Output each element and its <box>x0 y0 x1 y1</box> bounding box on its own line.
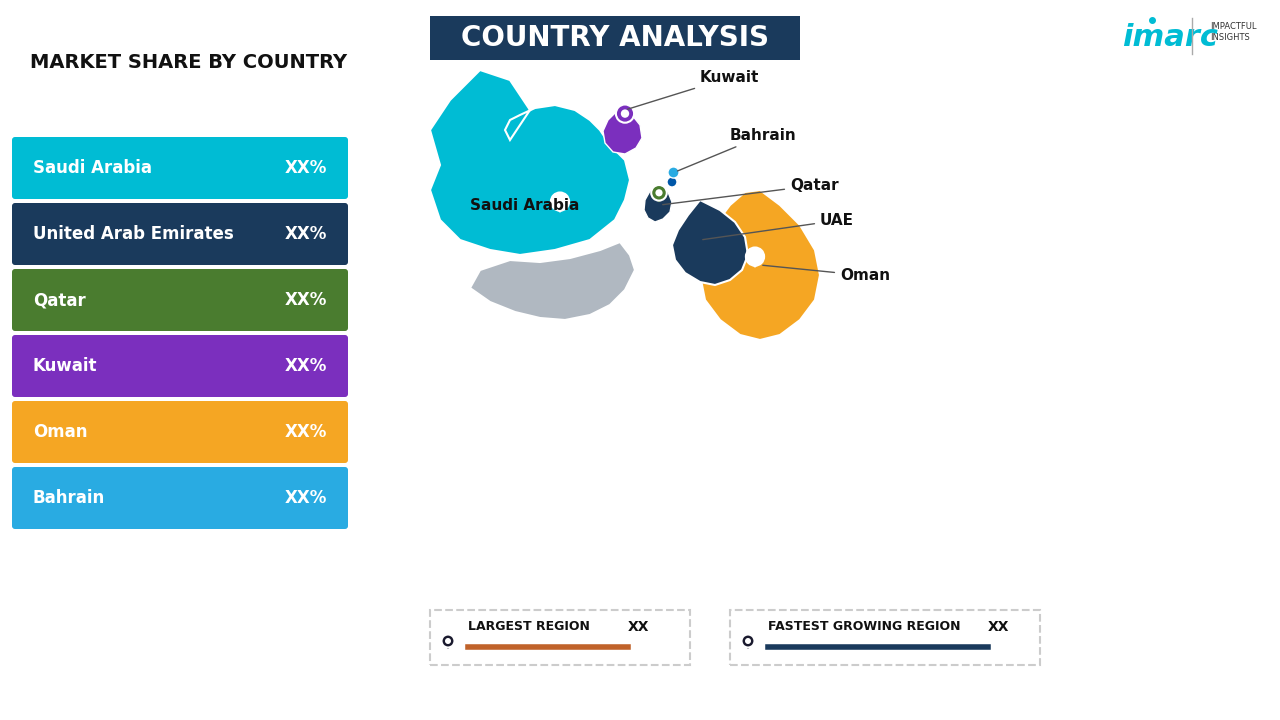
Circle shape <box>745 638 751 644</box>
Text: Kuwait: Kuwait <box>33 357 97 375</box>
Circle shape <box>667 177 677 187</box>
Text: LARGEST REGION: LARGEST REGION <box>468 621 590 634</box>
Text: Qatar: Qatar <box>663 178 838 204</box>
Polygon shape <box>430 70 630 255</box>
Text: United Arab Emirates: United Arab Emirates <box>33 225 234 243</box>
FancyBboxPatch shape <box>430 16 800 60</box>
Polygon shape <box>653 197 666 202</box>
Text: MARKET SHARE BY COUNTRY: MARKET SHARE BY COUNTRY <box>29 53 347 71</box>
Text: Oman: Oman <box>33 423 87 441</box>
Text: Bahrain: Bahrain <box>677 128 796 171</box>
FancyBboxPatch shape <box>12 137 348 199</box>
Polygon shape <box>443 644 453 649</box>
Polygon shape <box>742 644 754 649</box>
FancyBboxPatch shape <box>430 610 690 665</box>
Circle shape <box>550 192 570 211</box>
Text: Qatar: Qatar <box>33 291 86 309</box>
Polygon shape <box>603 108 643 154</box>
Text: XX: XX <box>988 620 1010 634</box>
Polygon shape <box>748 261 763 268</box>
Polygon shape <box>617 118 632 125</box>
Text: Oman: Oman <box>763 265 890 283</box>
Text: IMPACTFUL
INSIGHTS: IMPACTFUL INSIGHTS <box>1210 22 1257 42</box>
Circle shape <box>741 634 754 647</box>
Polygon shape <box>552 206 568 213</box>
Circle shape <box>442 634 454 647</box>
Text: XX%: XX% <box>284 225 326 243</box>
Text: Saudi Arabia: Saudi Arabia <box>470 198 580 213</box>
Text: Kuwait: Kuwait <box>627 70 759 109</box>
Circle shape <box>652 185 667 201</box>
Polygon shape <box>700 190 820 340</box>
FancyBboxPatch shape <box>12 269 348 331</box>
Text: XX%: XX% <box>284 291 326 309</box>
Text: XX%: XX% <box>284 423 326 441</box>
Text: Saudi Arabia: Saudi Arabia <box>33 159 152 177</box>
Circle shape <box>445 638 451 644</box>
Text: COUNTRY ANALYSIS: COUNTRY ANALYSIS <box>461 24 769 52</box>
Circle shape <box>746 248 764 266</box>
FancyBboxPatch shape <box>12 401 348 463</box>
Polygon shape <box>672 200 748 285</box>
FancyBboxPatch shape <box>12 467 348 529</box>
Circle shape <box>655 189 663 197</box>
Text: UAE: UAE <box>703 213 854 240</box>
Circle shape <box>616 104 634 122</box>
FancyBboxPatch shape <box>12 203 348 265</box>
Text: Bahrain: Bahrain <box>33 489 105 507</box>
Circle shape <box>621 109 630 118</box>
Circle shape <box>751 253 759 261</box>
Text: XX%: XX% <box>284 159 326 177</box>
Text: XX%: XX% <box>284 357 326 375</box>
Text: XX%: XX% <box>284 489 326 507</box>
FancyBboxPatch shape <box>12 335 348 397</box>
Text: imarc: imarc <box>1123 24 1219 53</box>
Text: XX: XX <box>628 620 649 634</box>
Polygon shape <box>470 242 635 320</box>
Circle shape <box>556 197 564 206</box>
Text: FASTEST GROWING REGION: FASTEST GROWING REGION <box>768 621 960 634</box>
Polygon shape <box>644 185 672 222</box>
FancyBboxPatch shape <box>730 610 1039 665</box>
